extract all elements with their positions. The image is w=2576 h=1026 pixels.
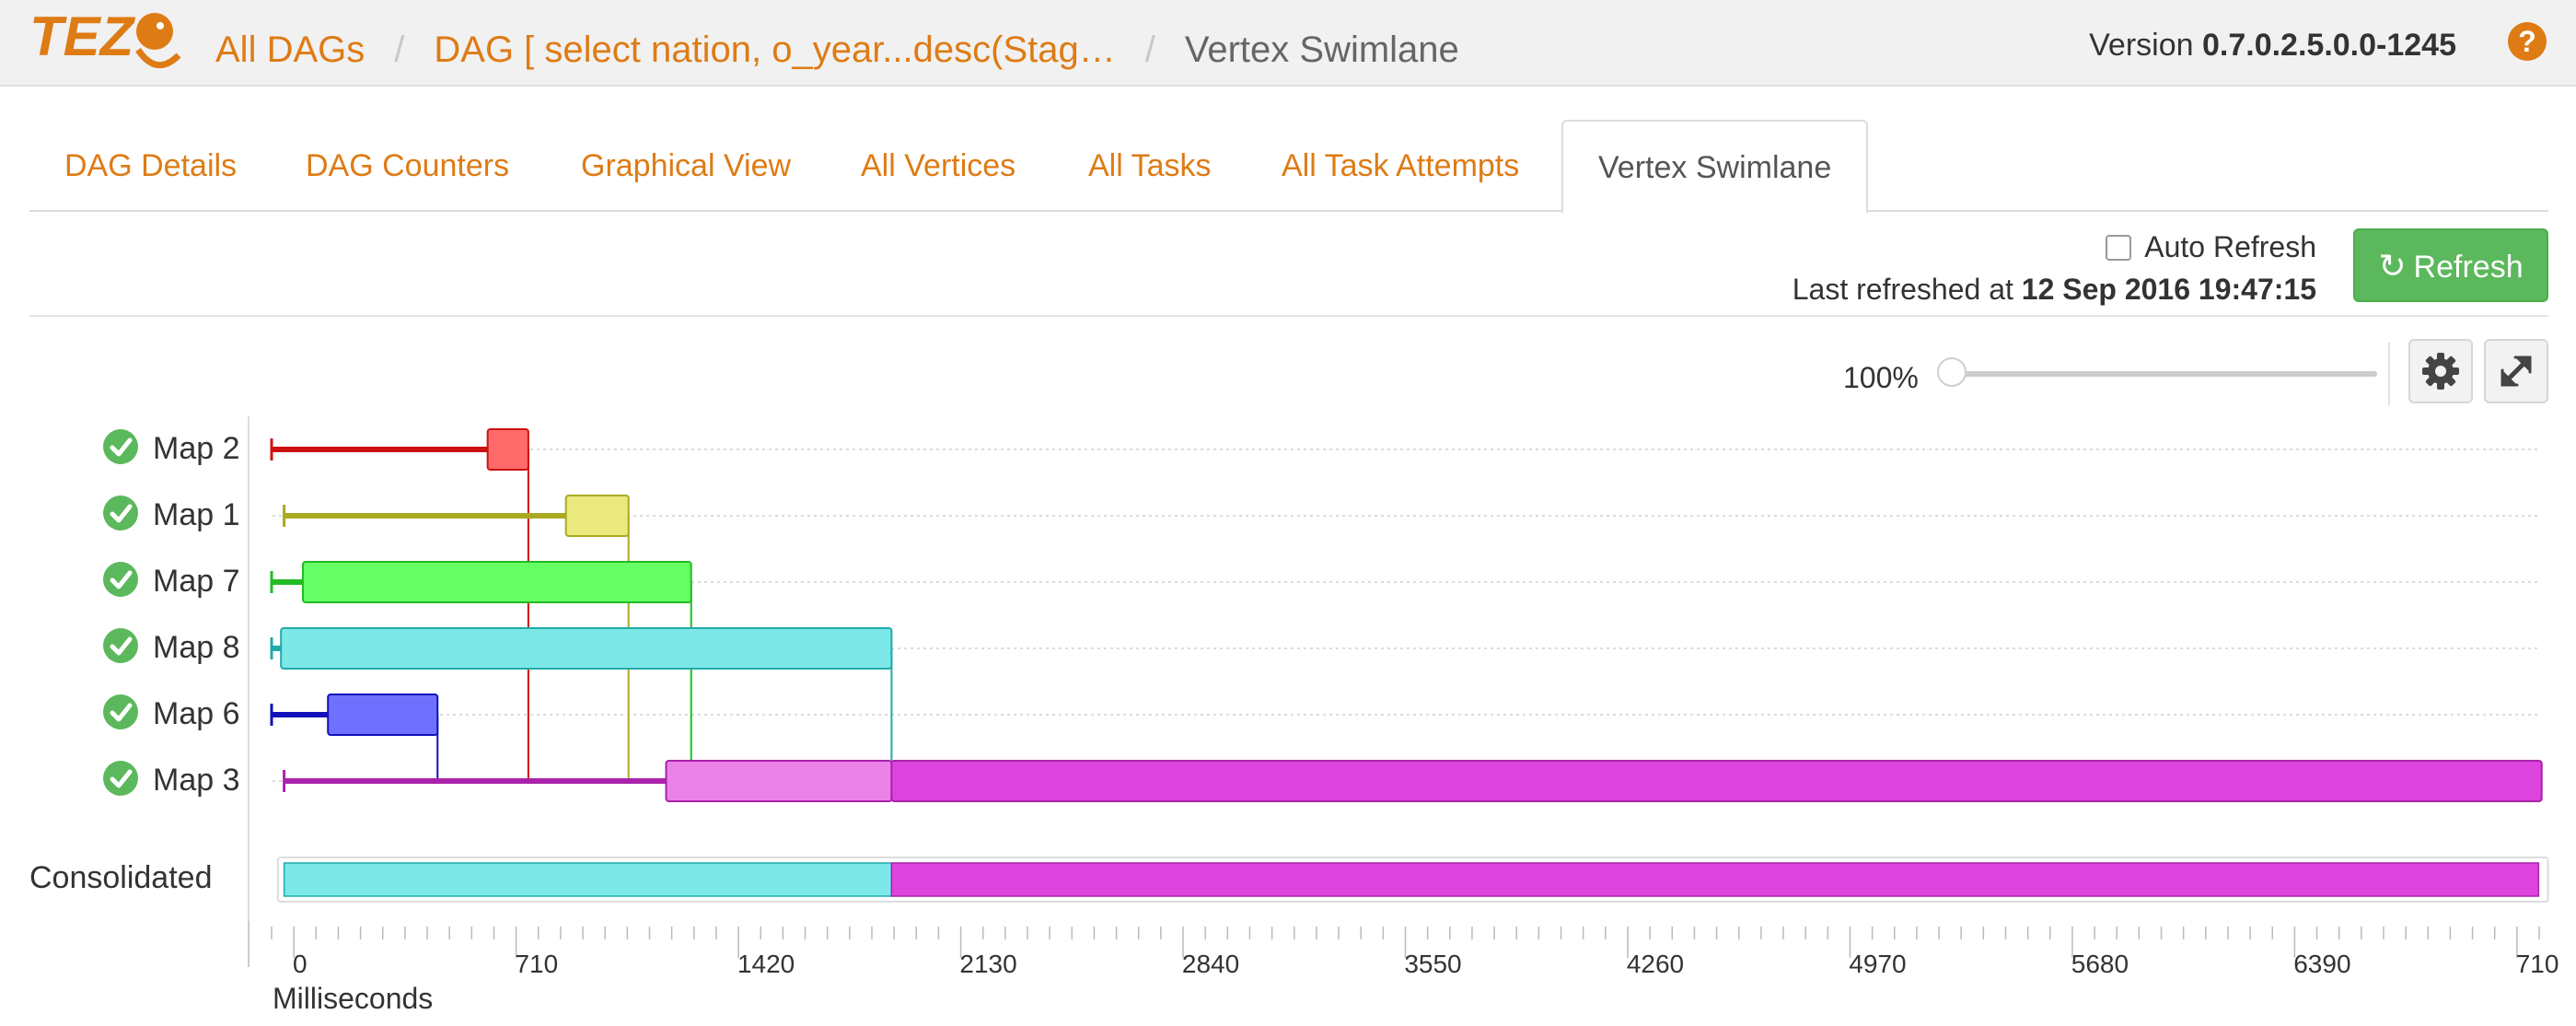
zoom-level: 100% xyxy=(1843,361,1919,394)
vertex-bar xyxy=(302,561,692,603)
zoom-slider-track[interactable] xyxy=(1952,371,2377,377)
version-label: Version xyxy=(2089,28,2194,63)
refresh-button[interactable]: ↻ Refresh xyxy=(2353,228,2548,302)
refresh-icon: ↻ xyxy=(2378,247,2407,285)
vertex-label[interactable]: Map 1 xyxy=(103,496,240,533)
consolidated-label: Consolidated xyxy=(29,860,213,895)
x-tick-label: 1420 xyxy=(737,950,795,978)
tab-all-vertices[interactable]: All Vertices xyxy=(861,148,1016,183)
x-axis-unit: Milliseconds xyxy=(273,982,434,1015)
breadcrumb: All DAGs / DAG [ select nation, o_year...d… xyxy=(215,29,1459,71)
expand-icon xyxy=(2501,356,2532,387)
vertex-bar xyxy=(327,694,439,736)
succeeded-check-icon xyxy=(103,761,138,796)
tab-vertex-swimlane[interactable]: Vertex Swimlane xyxy=(1561,120,1869,214)
breadcrumb-all-dags[interactable]: All DAGs xyxy=(215,29,366,70)
breadcrumb-separator: / xyxy=(1144,29,1155,70)
auto-refresh-checkbox[interactable] xyxy=(2106,235,2132,261)
vertex-name: Map 3 xyxy=(153,763,240,798)
vertex-label[interactable]: Map 2 xyxy=(103,429,240,467)
tez-logo[interactable]: TEZ xyxy=(28,4,184,76)
x-tick-label: 4970 xyxy=(1849,950,1906,978)
x-tick-label: 3550 xyxy=(1404,950,1461,978)
tab-all-tasks[interactable]: All Tasks xyxy=(1088,148,1212,183)
version-info: Version 0.7.0.2.5.0.0-1245 xyxy=(2089,28,2456,64)
refresh-button-label: Refresh xyxy=(2413,250,2524,285)
x-tick-label: 710 xyxy=(2516,950,2559,978)
fullscreen-button[interactable] xyxy=(2484,339,2548,403)
vertex-name: Map 2 xyxy=(153,431,240,466)
succeeded-check-icon xyxy=(103,429,138,464)
x-tick-label: 2130 xyxy=(959,950,1016,978)
x-tick-label: 4260 xyxy=(1627,950,1684,978)
top-bar: TEZ All DAGs / DAG [ select nation, o_year… xyxy=(0,0,2576,87)
x-tick-label: 2840 xyxy=(1182,950,1239,978)
x-tick-label: 710 xyxy=(515,950,558,978)
swimlane-controls: Auto Refresh Last refreshed at 12 Sep 20… xyxy=(29,212,2548,317)
auto-refresh-toggle[interactable]: Auto Refresh xyxy=(2106,230,2316,264)
svg-text:TEZ: TEZ xyxy=(29,6,136,67)
vertex-label[interactable]: Map 6 xyxy=(103,694,240,732)
help-icon[interactable]: ? xyxy=(2508,22,2547,61)
succeeded-check-icon xyxy=(103,496,138,530)
succeeded-check-icon xyxy=(103,694,138,729)
breadcrumb-current: Vertex Swimlane xyxy=(1184,29,1459,70)
tab-bar: DAG Details DAG Counters Graphical View … xyxy=(29,120,2548,214)
last-refreshed-time: 12 Sep 2016 19:47:15 xyxy=(2021,273,2316,306)
settings-button[interactable] xyxy=(2408,339,2473,403)
auto-refresh-label: Auto Refresh xyxy=(2144,230,2316,263)
vertex-bar xyxy=(890,760,2543,802)
vertex-label[interactable]: Map 7 xyxy=(103,562,240,600)
vertex-bar-overlap xyxy=(665,760,893,802)
zoom-slider-handle[interactable] xyxy=(1937,357,1967,387)
vertex-bar xyxy=(486,428,529,471)
consolidated-segment xyxy=(890,862,2540,897)
vertex-label[interactable]: Map 8 xyxy=(103,628,240,666)
vertex-name: Map 1 xyxy=(153,497,240,532)
vertex-bar xyxy=(564,495,630,537)
vertex-name: Map 8 xyxy=(153,630,240,665)
last-refreshed-label: Last refreshed at xyxy=(1792,273,2013,306)
toolbar-divider xyxy=(2388,343,2390,405)
tab-graphical-view[interactable]: Graphical View xyxy=(581,148,792,183)
breadcrumb-dag[interactable]: DAG [ select nation, o_year...desc(Stag… xyxy=(434,29,1116,70)
x-tick-label: 5680 xyxy=(2071,950,2129,978)
tab-all-task-attempts[interactable]: All Task Attempts xyxy=(1282,148,1520,183)
breadcrumb-separator: / xyxy=(394,29,405,70)
gear-icon xyxy=(2422,353,2459,390)
tab-dag-details[interactable]: DAG Details xyxy=(64,148,238,183)
tab-dag-counters[interactable]: DAG Counters xyxy=(306,148,510,183)
vertex-label[interactable]: Map 3 xyxy=(103,761,240,799)
succeeded-check-icon xyxy=(103,562,138,597)
succeeded-check-icon xyxy=(103,628,138,663)
x-tick-label: 6390 xyxy=(2293,950,2350,978)
vertex-bar xyxy=(280,627,893,670)
consolidated-segment xyxy=(283,862,893,897)
x-tick-label: 0 xyxy=(293,950,307,978)
last-refreshed: Last refreshed at 12 Sep 2016 19:47:15 xyxy=(1793,273,2316,307)
vertex-name: Map 6 xyxy=(153,696,240,731)
version-value: 0.7.0.2.5.0.0-1245 xyxy=(2201,28,2456,63)
vertex-name: Map 7 xyxy=(153,564,240,599)
